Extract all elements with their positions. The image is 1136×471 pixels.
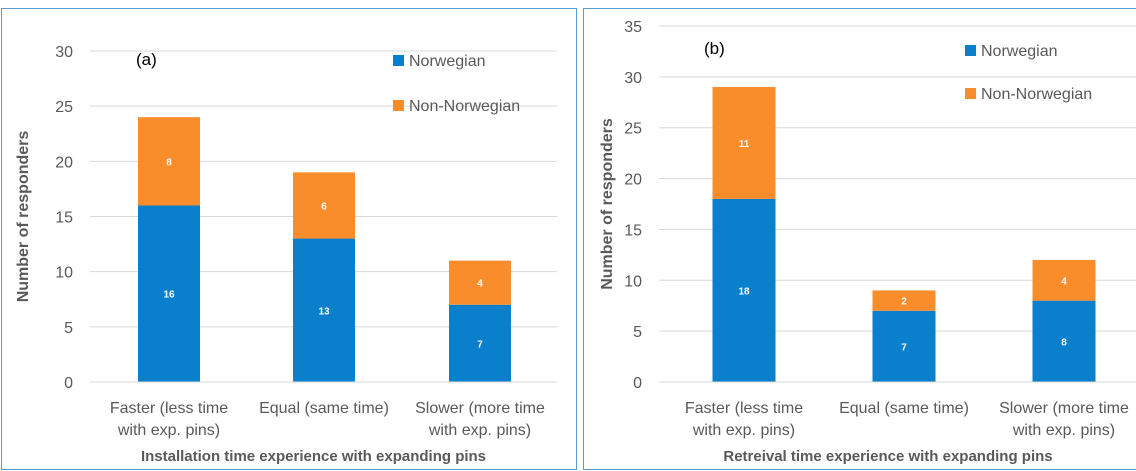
legend-label: Non-Norwegian bbox=[981, 86, 1092, 103]
y-tick-label: 35 bbox=[624, 19, 642, 36]
data-label: 7 bbox=[901, 342, 907, 353]
y-tick-label: 10 bbox=[624, 273, 642, 290]
bar-non-norwegian bbox=[449, 260, 511, 305]
y-tick-label: 20 bbox=[624, 172, 642, 189]
x-tick-label: with exp. pins) bbox=[428, 422, 531, 439]
x-tick-label: with exp. pins) bbox=[1012, 422, 1115, 439]
x-tick-label: Faster (less time bbox=[685, 400, 803, 417]
y-axis-title: Number of responders bbox=[15, 131, 32, 303]
y-tick-label: 0 bbox=[64, 375, 73, 392]
bar-non-norwegian bbox=[872, 290, 936, 311]
chart-panel-a: 0 5 10 15 20 25 30 16 8 Faster (less time with exp… bbox=[1, 8, 577, 470]
y-tick-label: 10 bbox=[55, 265, 73, 282]
x-tick-label: Faster (less time bbox=[110, 400, 228, 417]
data-label: 2 bbox=[901, 297, 907, 308]
panel-label: (a) bbox=[136, 50, 157, 69]
y-tick-label: 30 bbox=[624, 70, 642, 87]
data-label: 6 bbox=[321, 201, 327, 212]
legend-swatch bbox=[965, 88, 976, 99]
bar-non-norwegian bbox=[293, 172, 355, 239]
y-tick-label: 5 bbox=[64, 320, 73, 337]
x-axis-title: Installation time experience with expand… bbox=[141, 448, 486, 465]
y-tick-label: 5 bbox=[633, 324, 642, 341]
data-label: 8 bbox=[166, 157, 172, 168]
data-label: 4 bbox=[1061, 276, 1067, 287]
y-tick-label: 15 bbox=[55, 210, 73, 227]
y-tick-label: 20 bbox=[55, 154, 73, 171]
y-axis-title: Number of responders bbox=[599, 118, 616, 290]
legend-swatch bbox=[965, 45, 976, 56]
bar-non-norwegian bbox=[712, 87, 776, 199]
legend-label: Norwegian bbox=[409, 53, 485, 70]
bar-non-norwegian bbox=[1032, 259, 1096, 301]
x-tick-label: with exp. pins) bbox=[692, 422, 795, 439]
x-axis-title: Retreival time experience with expanding… bbox=[723, 448, 1052, 465]
y-tick-label: 15 bbox=[624, 222, 642, 239]
x-tick-label: with exp. pins) bbox=[117, 422, 220, 439]
bar-norwegian bbox=[1032, 300, 1096, 382]
y-tick-label: 30 bbox=[55, 44, 73, 61]
x-tick-label: Equal (same time) bbox=[259, 400, 389, 417]
x-tick-label: Slower (more time bbox=[999, 400, 1129, 417]
bar-non-norwegian bbox=[138, 117, 200, 206]
data-label: 7 bbox=[477, 339, 483, 350]
bar-norwegian bbox=[293, 238, 355, 382]
y-tick-label: 0 bbox=[633, 375, 642, 392]
y-tick-label: 25 bbox=[624, 121, 642, 138]
data-label: 8 bbox=[1061, 337, 1067, 348]
y-tick-label: 25 bbox=[55, 99, 73, 116]
data-label: 16 bbox=[163, 290, 175, 301]
panel-label: (b) bbox=[704, 39, 725, 58]
legend-label: Norwegian bbox=[981, 43, 1057, 60]
data-label: 18 bbox=[738, 286, 750, 297]
bar-norwegian bbox=[449, 304, 511, 382]
bar-norwegian bbox=[712, 198, 776, 382]
data-label: 11 bbox=[739, 139, 750, 150]
x-tick-label: Slower (more time bbox=[415, 400, 545, 417]
legend-swatch bbox=[393, 55, 404, 66]
chart-b-svg: 0 5 10 15 20 25 30 35 18 11 Faster (less time with … bbox=[599, 19, 1136, 465]
data-label: 13 bbox=[318, 306, 330, 317]
legend-label: Non-Norwegian bbox=[409, 98, 520, 115]
chart-panel-b: 0 5 10 15 20 25 30 35 18 11 Faster (less time with … bbox=[583, 8, 1136, 470]
bar-norwegian bbox=[138, 205, 200, 382]
legend-swatch bbox=[393, 100, 404, 111]
x-tick-label: Equal (same time) bbox=[839, 400, 969, 417]
chart-a-svg: 0 5 10 15 20 25 30 16 8 Faster (less time with exp… bbox=[15, 44, 557, 465]
bar-norwegian bbox=[872, 310, 936, 382]
data-label: 4 bbox=[477, 279, 483, 290]
